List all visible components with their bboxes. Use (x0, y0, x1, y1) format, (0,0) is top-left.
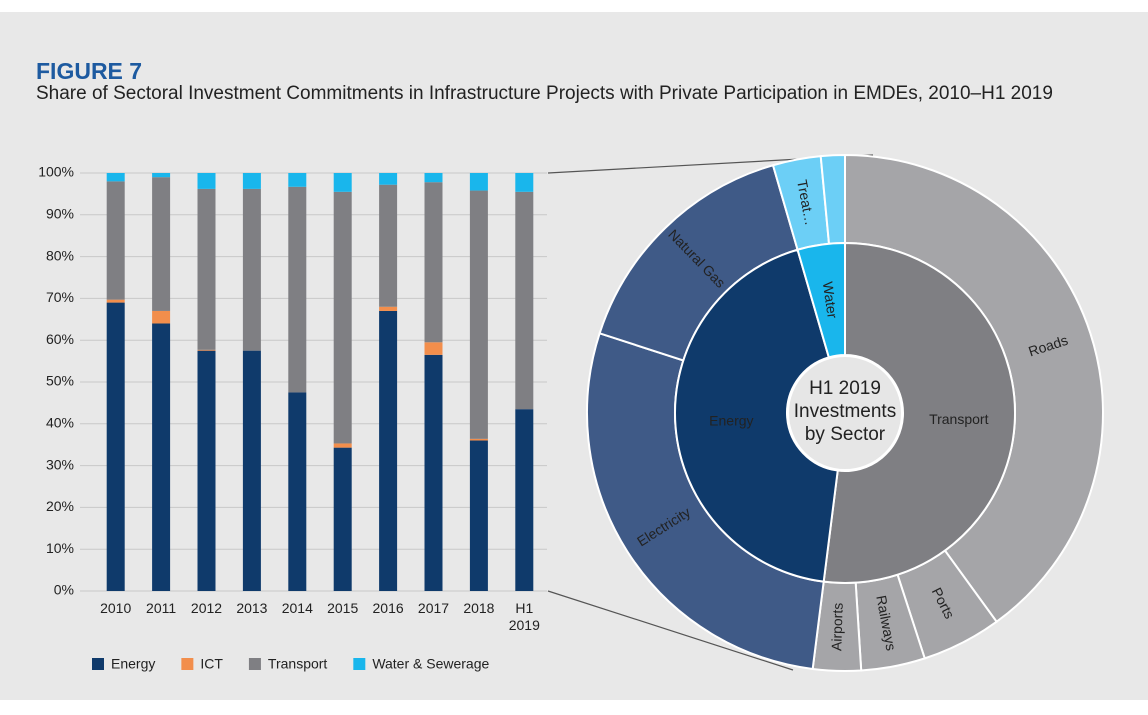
bar-segment (424, 182, 443, 343)
legend-label: Energy (111, 656, 155, 672)
x-tick-label: 2015 (327, 600, 359, 616)
inner-label: Transport (929, 411, 989, 427)
bar-segment (106, 181, 125, 300)
bar-segment (288, 186, 307, 393)
y-tick-label: 90% (46, 206, 74, 222)
inner-label: Water (820, 281, 841, 320)
bar-segment (379, 306, 398, 311)
y-tick-label: 30% (46, 456, 74, 472)
bar-segment (515, 409, 534, 591)
x-tick-label: 2014 (281, 600, 313, 616)
y-tick-label: 50% (46, 373, 74, 389)
bar-segment (152, 177, 171, 311)
bar-segment (106, 302, 125, 591)
bar-segment (152, 310, 171, 324)
bar-segment (197, 349, 216, 351)
x-tick-label: 2012 (190, 600, 223, 616)
bar-segment (197, 350, 216, 591)
bar-segment (333, 447, 352, 591)
x-tick-label: 2013 (236, 600, 268, 616)
y-tick-label: 100% (38, 164, 74, 180)
bar-segment (424, 342, 443, 355)
y-tick-label: 10% (46, 540, 74, 556)
bar-segment (379, 184, 398, 307)
bar-segment (469, 173, 488, 191)
bar-segment (424, 173, 443, 183)
y-tick-label: 70% (46, 289, 74, 305)
bar-segment (333, 173, 352, 192)
y-tick-label: 60% (46, 331, 74, 347)
outer-label: Airports (828, 602, 846, 651)
bar-segment (197, 188, 216, 350)
bar-segment (379, 173, 398, 185)
x-tick-label: 2016 (372, 600, 404, 616)
bar-segment (515, 173, 534, 192)
bar-segment (333, 443, 352, 448)
bar-segment (242, 350, 261, 591)
legend-label: Water & Sewerage (372, 656, 489, 672)
bar-segment (379, 310, 398, 591)
y-tick-label: 0% (54, 582, 74, 598)
x-tick-label: 2017 (417, 600, 450, 616)
bar-segment (469, 190, 488, 439)
legend-swatch (181, 658, 194, 670)
bar-segment (515, 191, 534, 410)
x-tick-label: 2018 (463, 600, 495, 616)
center-title: H1 2019 Investments by Sector (793, 378, 897, 445)
bar-segment (197, 173, 216, 189)
y-tick-label: 20% (46, 498, 74, 514)
bar-segment (242, 188, 261, 351)
y-tick-label: 80% (46, 247, 74, 263)
x-tick-label: 2011 (146, 600, 177, 616)
bar-segment (106, 299, 125, 303)
bar-segment (333, 191, 352, 444)
legend-swatch (92, 658, 104, 670)
bar-segment (288, 392, 307, 591)
bar-segment (152, 173, 171, 178)
chart-title: Share of Sectoral Investment Commitments… (36, 83, 1053, 104)
legend-label: Transport (268, 656, 328, 672)
bar-segment (469, 438, 488, 441)
center-hole (787, 355, 903, 471)
bar-segment (424, 354, 443, 591)
y-tick-label: 40% (46, 415, 74, 431)
legend-swatch (353, 658, 366, 670)
bar-segment (106, 173, 125, 182)
bar-segment (469, 440, 488, 591)
legend-label: ICT (200, 656, 223, 672)
x-tick-label: 2010 (100, 600, 132, 616)
legend-swatch (248, 658, 261, 670)
x-tick-label: H1 2019 (508, 600, 540, 633)
bar-segment (242, 173, 261, 189)
bar-segment (288, 173, 307, 187)
connector (547, 590, 794, 671)
figure-label: FIGURE 7 (36, 58, 143, 84)
inner-label: Energy (709, 413, 753, 429)
bar-segment (152, 323, 171, 591)
